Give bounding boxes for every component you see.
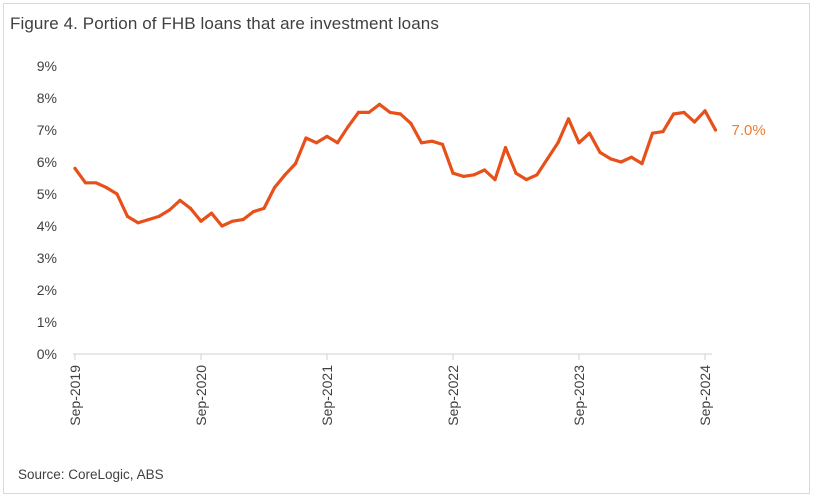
series-point [283,173,287,177]
series-point [409,122,413,126]
series-point [304,136,308,140]
series-point [272,186,277,190]
x-axis: Sep-2019 Sep-2020 Sep-2021 Sep-2022 Sep-2023… [67,353,713,426]
series-point [125,214,130,218]
series-point [356,110,361,114]
series-point [703,109,707,113]
series-point [629,155,634,159]
series-point [398,112,403,116]
series-point [136,221,140,225]
chart-frame [3,3,810,494]
series-point [545,157,550,161]
series-point [461,174,466,178]
series-line [73,102,718,228]
series-point [377,102,382,106]
series-point [104,186,109,190]
chart-source: Source: CoreLogic, ABS [18,467,164,482]
series-line-group: 7.0% [73,102,766,228]
series-point [524,178,529,182]
series-point [167,208,172,212]
series-point [115,192,119,196]
series-point [430,139,434,143]
x-tick-label: Sep-2020 [193,365,209,426]
y-tick-label: 9% [37,58,57,74]
series-point [451,171,455,175]
series-point [199,219,203,223]
series-point [83,181,88,185]
series-point [230,219,235,223]
x-tick-label: Sep-2023 [571,365,587,426]
y-tick-label: 1% [37,314,57,330]
y-tick-label: 6% [37,154,57,170]
y-tick-label: 7% [37,122,57,138]
series-point [535,173,539,177]
series-point [514,171,518,175]
end-value-label: 7.0% [732,122,766,139]
series-point [682,110,686,114]
x-tick-label: Sep-2022 [445,365,461,426]
series-point [472,173,476,177]
series-point [73,166,77,170]
series-point [293,162,298,166]
y-tick-label: 8% [37,90,57,106]
series-point [587,131,592,135]
series-point [220,224,224,228]
chart-title: Figure 4. Portion of FHB loans that are … [10,14,439,33]
series-point [262,206,266,210]
series-point [556,141,560,145]
y-tick-label: 4% [37,218,57,234]
series-point [241,218,245,222]
y-tick-label: 5% [37,186,57,202]
series-point [314,141,319,145]
series-point [367,110,371,114]
series-point [325,134,329,138]
series-point [419,141,424,145]
y-tick-label: 2% [37,282,57,298]
series-point [493,178,497,182]
series-point [671,112,676,116]
series-point [251,210,256,214]
series-point [577,141,581,145]
series-point [388,110,392,114]
series-point [482,168,487,172]
series-point [661,130,665,134]
series-point [335,141,340,145]
series-point [692,120,697,124]
x-tick-label: Sep-2021 [319,365,335,426]
series-point [650,131,655,135]
series-point [598,150,602,154]
x-tick-label: Sep-2019 [67,365,83,426]
y-tick-label: 3% [37,250,57,266]
series-point [566,117,571,121]
series-point [94,181,98,185]
series-point [619,160,623,164]
series-point [178,198,182,202]
series-point [146,218,151,222]
y-tick-label: 0% [37,346,57,362]
series-point [503,146,508,150]
series-point [157,214,161,218]
series-point [346,125,350,129]
series-point [440,142,445,146]
series-point [188,206,193,210]
series-point [713,128,718,132]
y-axis: 0% 1% 2% 3% 4% 5% 6% 7% 8% 9% [37,58,57,362]
series-point [640,162,644,166]
series-point [608,157,613,161]
series-point [209,211,214,215]
x-tick-label: Sep-2024 [697,365,713,426]
